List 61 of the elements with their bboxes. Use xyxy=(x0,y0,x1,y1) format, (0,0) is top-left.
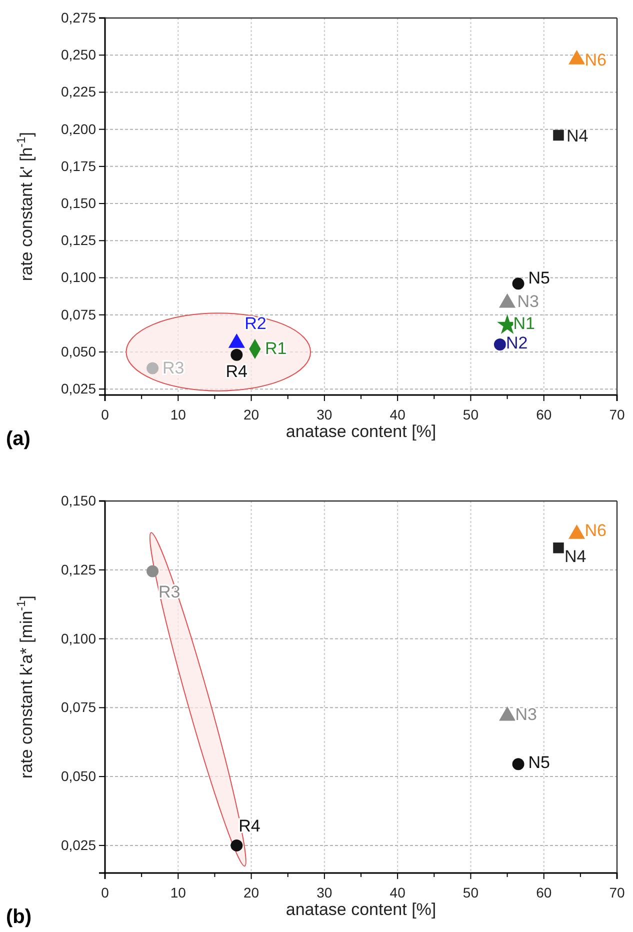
x-axis-title: anatase content [%] xyxy=(286,900,436,919)
series-label: N4 xyxy=(564,546,586,566)
series-label: N6 xyxy=(584,521,607,540)
y-tick-label: 0,100 xyxy=(60,630,96,646)
point xyxy=(494,338,506,351)
x-tick-label: 20 xyxy=(243,406,260,422)
y-tick-label: 0,175 xyxy=(60,158,96,174)
y-tick-label: 0,150 xyxy=(60,195,96,212)
series-label: N5 xyxy=(528,268,550,288)
point xyxy=(512,278,524,290)
y-tick-label: 0,075 xyxy=(60,699,96,716)
x-tick-label: 20 xyxy=(243,884,260,900)
x-axis-title: anatase content [%] xyxy=(286,422,436,441)
series-label: R3 xyxy=(162,358,184,378)
point xyxy=(230,348,243,361)
y-tick-label: 0,275 xyxy=(60,9,96,26)
x-tick-label: 30 xyxy=(316,884,332,900)
y-tick-label: 0,050 xyxy=(60,768,96,784)
y-tick-label: 0,025 xyxy=(60,380,96,397)
y-tick-label: 0,225 xyxy=(60,84,96,100)
y-tick-label: 0,125 xyxy=(60,561,96,578)
x-tick-label: 70 xyxy=(609,406,625,422)
point xyxy=(553,542,564,554)
x-tick-label: 60 xyxy=(536,884,552,900)
series-label: N6 xyxy=(584,50,607,70)
point xyxy=(512,758,524,770)
point xyxy=(146,565,159,578)
x-tick-label: 0 xyxy=(101,406,110,422)
y-tick-label: 0,125 xyxy=(60,232,96,248)
series-label: N1 xyxy=(513,314,536,334)
y-tick-label: 0,150 xyxy=(60,492,96,508)
y-tick-label: 0,250 xyxy=(60,46,96,63)
y-tick-label: 0,025 xyxy=(60,836,96,853)
series-label: N4 xyxy=(566,126,588,146)
series-label: N3 xyxy=(515,704,538,724)
x-tick-label: 40 xyxy=(390,406,406,422)
x-tick-label: 10 xyxy=(170,406,186,422)
point xyxy=(568,50,585,64)
x-tick-label: 40 xyxy=(390,884,406,900)
x-tick-label: 60 xyxy=(536,406,552,422)
x-tick-label: 0 xyxy=(101,884,110,900)
text: (a) xyxy=(6,428,30,450)
y-tick-label: 0,050 xyxy=(60,343,96,360)
y-tick-label: 0,075 xyxy=(60,306,96,322)
y-tick-label: 0,200 xyxy=(60,120,96,137)
series-label: R2 xyxy=(244,314,266,334)
series-label: R4 xyxy=(226,362,248,381)
x-tick-label: 50 xyxy=(462,406,479,422)
x-tick-label: 10 xyxy=(170,884,186,900)
x-tick-label: 30 xyxy=(316,406,332,422)
x-tick-label: 70 xyxy=(609,884,625,900)
point xyxy=(146,362,159,374)
series-label: N5 xyxy=(528,753,550,772)
point xyxy=(230,839,243,852)
x-tick-label: 50 xyxy=(462,884,479,900)
series-label: N2 xyxy=(506,334,528,353)
series-label: N3 xyxy=(517,292,540,311)
point xyxy=(553,130,564,141)
y-tick-label: 0,100 xyxy=(60,269,96,286)
text: (b) xyxy=(6,906,32,928)
series-label: R1 xyxy=(264,338,287,358)
